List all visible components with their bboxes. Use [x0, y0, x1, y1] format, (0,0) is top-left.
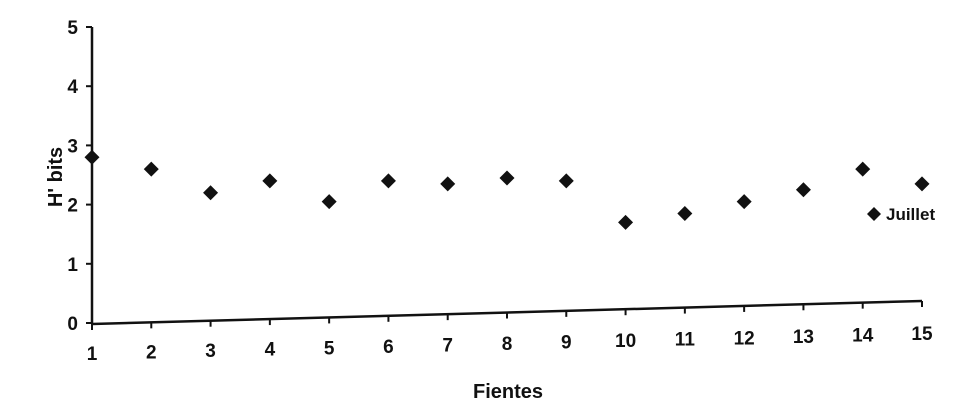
x-tick-label: 8 [502, 334, 513, 355]
data-point [558, 173, 574, 189]
data-point [914, 176, 930, 192]
legend: Juillet [867, 205, 935, 224]
x-tick-label: 4 [265, 340, 276, 361]
data-point [143, 161, 159, 177]
data-point [795, 182, 811, 198]
x-tick-label: 12 [734, 328, 755, 349]
data-point [321, 194, 337, 210]
x-tick-label: 1 [87, 344, 98, 365]
y-tick-label: 5 [67, 18, 78, 39]
x-tick-label: 5 [324, 338, 335, 359]
x-tick-label: 15 [911, 324, 933, 345]
data-point [262, 173, 278, 189]
x-tick-label: 14 [852, 325, 874, 346]
y-tick-label: 1 [67, 255, 78, 276]
data-point [736, 194, 752, 210]
x-tick-label: 7 [442, 335, 453, 356]
y-tick-label: 2 [67, 196, 78, 217]
x-tick-label: 11 [675, 330, 696, 351]
x-tick-label: 10 [615, 331, 636, 352]
data-point [677, 205, 693, 221]
data-points [84, 149, 930, 230]
x-tick-label: 3 [205, 341, 216, 362]
legend-marker-juillet [867, 207, 881, 221]
legend-label-juillet: Juillet [886, 205, 935, 224]
data-point [203, 185, 219, 201]
data-point [855, 161, 871, 177]
data-point [618, 214, 634, 230]
data-point [440, 176, 456, 192]
x-axis-title: Fientes [473, 381, 543, 403]
y-axis-title: H' bits [45, 147, 67, 207]
data-point [499, 170, 515, 186]
y-tick-label: 4 [67, 77, 78, 98]
x-axis: 1 2 3 4 5 6 7 8 9 10 11 12 13 14 15 [87, 299, 933, 365]
y-tick-label: 0 [67, 314, 78, 335]
data-point [380, 173, 396, 189]
x-tick-label: 2 [146, 343, 157, 364]
x-tick-label: 13 [793, 327, 814, 348]
data-point [84, 149, 100, 165]
y-axis: 0 1 2 3 4 5 [67, 18, 94, 335]
x-tick-label: 9 [561, 333, 572, 354]
x-tick-label: 6 [383, 337, 394, 358]
y-tick-label: 3 [67, 136, 78, 157]
